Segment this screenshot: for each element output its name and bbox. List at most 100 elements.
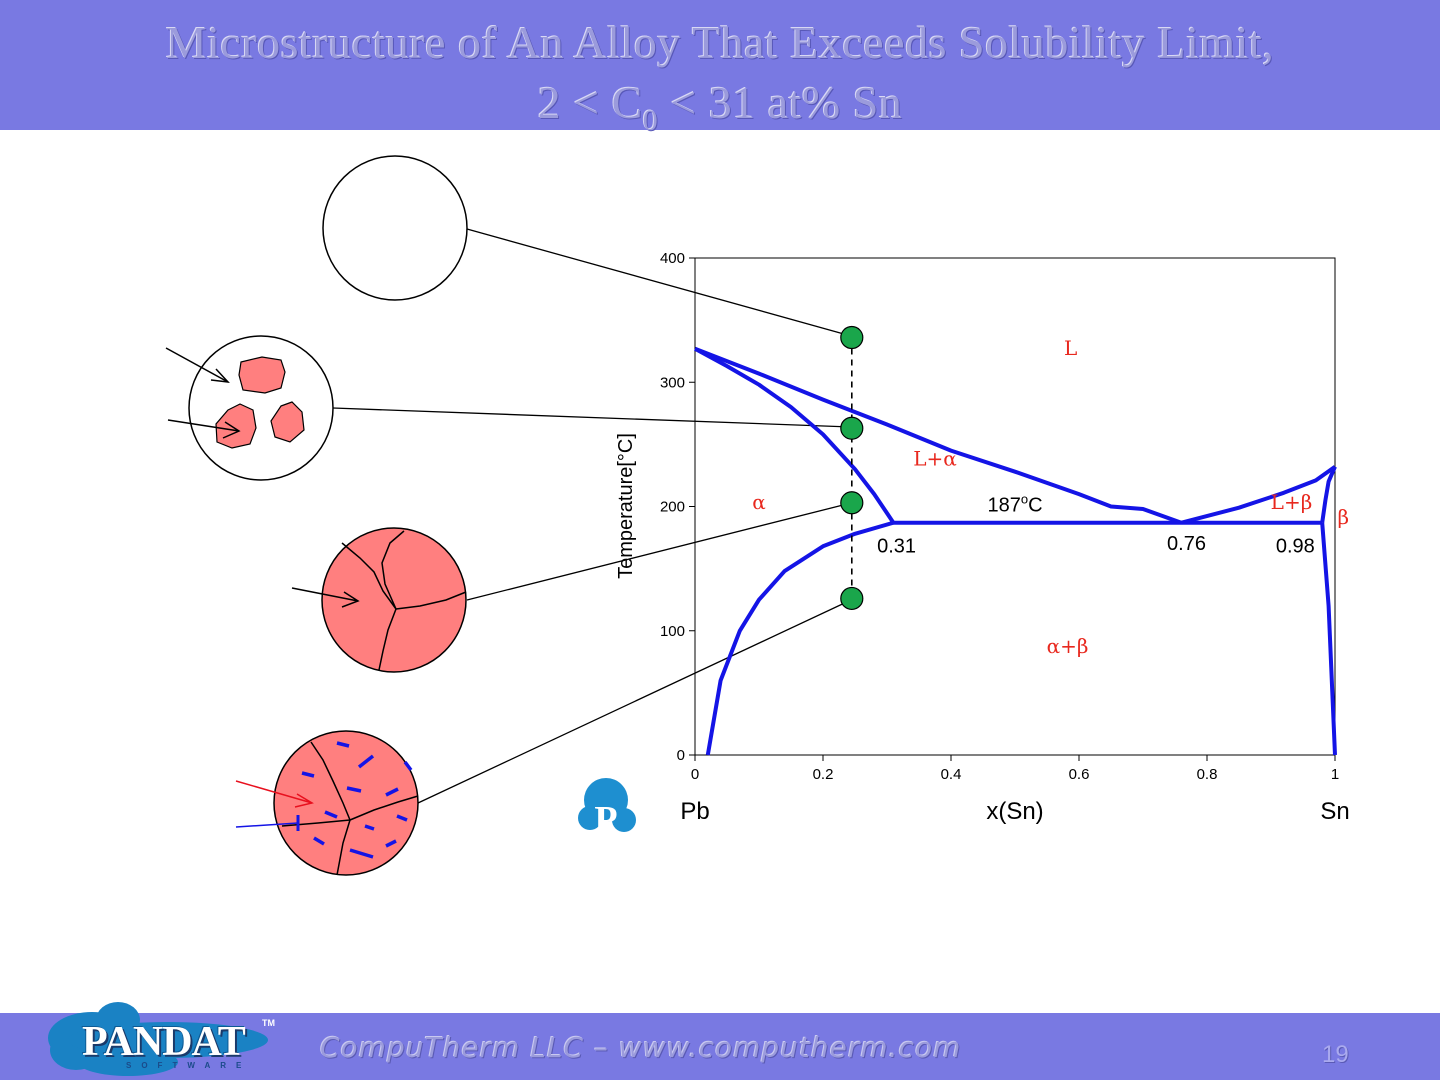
x-ticks: 0 0.2 0.4 0.6 0.8 1 (691, 755, 1339, 783)
title-line2-sub: 0 (642, 104, 659, 137)
grain-boundary (310, 741, 351, 821)
x-tick-label: 0.6 (1069, 766, 1090, 783)
annotation-label: 0.76 (1167, 533, 1206, 555)
state-point (840, 491, 864, 515)
alpha-beta-circle (273, 730, 419, 876)
y-ticks: 0 100 200 300 400 (660, 250, 695, 764)
alpha-circle (321, 527, 467, 673)
pandat-logo: PANDAT SOFTWARE TM (48, 1000, 288, 1078)
beta-precipitate (385, 839, 397, 848)
connector-line-liquid-alpha (332, 407, 852, 428)
connector-line-alpha-beta (417, 599, 852, 804)
beta-precipitate (336, 741, 350, 748)
slide-header: Microstructure of An Alloy That Exceeds … (0, 0, 1440, 137)
page-number: 19 (1322, 1041, 1349, 1068)
beta-precipitate (324, 810, 338, 819)
y-tick-label: 400 (660, 250, 685, 267)
state-point (840, 416, 864, 440)
title-line2-pre: 2 < C (537, 77, 643, 128)
liquid-micrograph (322, 155, 468, 301)
phase-diagram-figure: 0 0.2 0.4 0.6 0.8 1 0 100 200 300 400 Temperature… (165, 155, 1350, 876)
pointer-arrow (165, 347, 229, 383)
grain-boundary (349, 795, 419, 821)
beta-precipitate (396, 814, 408, 822)
pandat-small-logo: P (578, 778, 636, 841)
slide-title-line-2: 2 < C0 < 31 at% Sn (0, 76, 1440, 138)
phase-boundary-line (694, 346, 1183, 525)
beta-precipitate (357, 754, 375, 769)
pointer-arrow-red (235, 780, 313, 804)
phase-boundaries (694, 346, 1337, 756)
grain-boundary (378, 608, 397, 671)
logo-word: PANDAT (82, 1019, 246, 1065)
phase-boundary-line (1320, 522, 1337, 756)
grain-boundary (336, 819, 351, 876)
phase-label: L+β (1271, 490, 1313, 514)
beta-precipitate (346, 786, 362, 793)
y-axis-label: Temperature[°C] (615, 433, 637, 579)
slide-title-line-1: Microstructure of An Alloy That Exceeds … (165, 17, 1275, 68)
element-left-label: Pb (680, 798, 709, 825)
x-axis-label: x(Sn) (986, 798, 1043, 825)
arrow-head-red (294, 793, 314, 808)
liquid-alpha-micrograph (165, 335, 334, 481)
alpha-particle (270, 401, 305, 443)
logo-blob (578, 806, 602, 830)
pointer-arrow (167, 419, 240, 432)
y-tick-label: 0 (677, 747, 685, 764)
logo-cloud-icon (48, 1002, 268, 1076)
logo-sub: SOFTWARE (126, 1061, 252, 1070)
grain-boundary (395, 591, 467, 610)
grain-boundary (341, 542, 397, 610)
state-point (840, 325, 864, 350)
beta-precipitate (301, 771, 315, 778)
y-tick-label: 200 (660, 499, 685, 516)
x-tick-label: 0.4 (941, 766, 962, 783)
phase-boundary-line (1320, 465, 1337, 523)
alpha-micrograph (291, 527, 467, 673)
phase-label: β (1338, 505, 1350, 529)
element-right-label: Sn (1320, 798, 1349, 825)
phase-label: α (752, 490, 766, 514)
connector-line-liquid (466, 228, 852, 337)
arrow-head (341, 591, 360, 608)
title-line2-post: < 31 at% Sn (658, 77, 903, 128)
x-tick-label: 0.2 (813, 766, 834, 783)
x-tick-label: 1 (1331, 766, 1339, 783)
beta-precipitate (364, 824, 375, 831)
grain-boundary (281, 819, 351, 827)
pointer-arrow-blue (235, 822, 299, 828)
beta-precipitate (349, 848, 374, 859)
y-tick-label: 100 (660, 623, 685, 640)
phase-label: L+α (913, 446, 957, 470)
x-tick-label: 0 (691, 766, 699, 783)
beta-precipitates (301, 741, 413, 859)
beta-precipitate (313, 836, 325, 846)
logo-blob (612, 808, 636, 832)
annotations: 187oC 0.31 0.76 0.98 (877, 491, 1315, 557)
beta-precipitate (385, 787, 399, 797)
phase-label: α+β (1047, 634, 1089, 658)
arrow-head (222, 421, 241, 439)
phase-boundary-line (1180, 465, 1337, 525)
logo-p-letter: P (594, 799, 617, 841)
connector-line-alpha (466, 502, 852, 601)
x-tick-label: 0.8 (1197, 766, 1218, 783)
footer-text: CompuTherm LLC – www.computherm.com (320, 1031, 962, 1064)
phase-labels: L L+α α α+β L+β β (752, 336, 1349, 658)
logo-tm: TM (262, 1018, 275, 1028)
annotation-label: 0.98 (1276, 535, 1315, 557)
alpha-particle (238, 356, 286, 394)
state-point (840, 586, 864, 611)
beta-precipitate (403, 760, 413, 772)
annotation-label: 187oC (987, 491, 1042, 516)
phase-boundary-line (705, 520, 894, 756)
arrow-head (210, 368, 230, 383)
connector-lines (332, 228, 852, 804)
phase-boundary-line (694, 346, 896, 524)
phase-label: L (1064, 336, 1077, 360)
y-tick-label: 300 (660, 374, 685, 391)
state-points (840, 325, 864, 611)
pointer-arrow (291, 587, 359, 602)
grain-boundary (381, 530, 405, 610)
